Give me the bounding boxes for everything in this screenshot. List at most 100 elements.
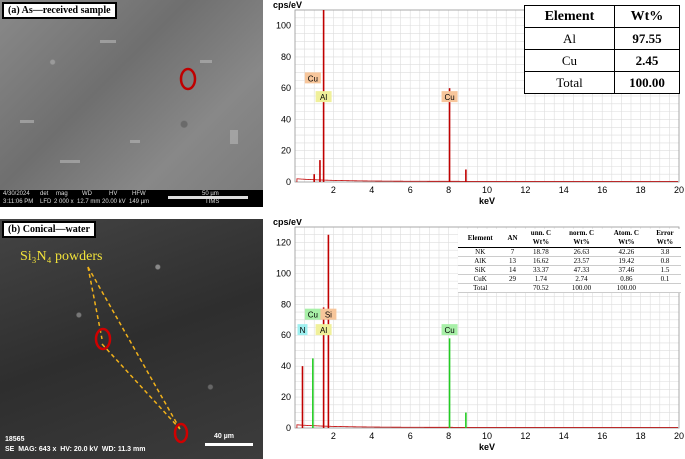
peak-label-box (315, 91, 332, 103)
peak-label-text: Al (320, 326, 327, 335)
table-b-header: unn. C Wt% (522, 229, 560, 248)
peak-label-box (304, 308, 321, 320)
sem-b-overlay (87, 266, 253, 446)
y-tick-label: 20 (281, 146, 291, 156)
x-tick-label: 18 (636, 431, 646, 441)
x-tick-label: 14 (559, 431, 569, 441)
table-b-cell: 1.74 (522, 274, 560, 284)
si3n4-annotation: Si₃N₄ powders (20, 249, 103, 264)
table-b-cell: 26.63 (559, 247, 604, 257)
peak-label: Cu (304, 72, 321, 84)
peak-label-box (315, 324, 332, 336)
table-b-cell: 100.00 (559, 283, 604, 293)
table-b-header: Error Wt% (648, 229, 681, 248)
table-b-cell: AlK (458, 256, 503, 266)
x-tick-label: 8 (446, 185, 451, 195)
table-b-cell: 19.42 (603, 256, 649, 266)
y-tick-label: 40 (281, 114, 291, 124)
table-b-cell: SiK (458, 265, 503, 275)
table-b-cell: 100.00 (603, 283, 649, 293)
sem-b-id: 18565 (5, 436, 25, 443)
highlight-ellipse-b2 (173, 422, 189, 444)
y-axis-label: cps/eV (273, 219, 302, 227)
y-tick-label: 60 (281, 330, 291, 340)
table-b-cell: 2.74 (559, 274, 604, 284)
table-b-header: AN (502, 229, 523, 248)
peak-label-text: Cu (444, 326, 454, 335)
table-b-header: Element (458, 229, 503, 248)
table-b-cell (648, 283, 681, 293)
peak-label: Cu (441, 91, 458, 103)
table-b-cell: 42.26 (603, 247, 649, 257)
table-b-cell: 16.62 (522, 256, 560, 266)
sem-a-texture (20, 40, 238, 163)
x-tick-label: 12 (520, 185, 530, 195)
sem-b-params: SE MAG: 643 x HV: 20.0 kV WD: 11.3 mm (5, 446, 146, 453)
x-tick-label: 2 (331, 431, 336, 441)
peak-label-box (320, 308, 337, 320)
y-axis-label: cps/eV (273, 0, 302, 10)
x-tick-label: 2 (331, 185, 336, 195)
peak-label-text: N (300, 326, 306, 335)
peak-label-text: Cu (308, 74, 318, 83)
peak-label-box (441, 91, 458, 103)
y-tick-label: 60 (281, 83, 291, 93)
sem-image-a: (a) As—received sample 4/30/2024 3:11:06… (0, 0, 263, 207)
panel-a-label: (a) As—received sample (2, 2, 117, 19)
x-tick-label: 10 (482, 185, 492, 195)
table-b-cell: Total (458, 283, 503, 293)
x-tick-label: 4 (369, 185, 374, 195)
table-b-header: norm. C Wt% (559, 229, 604, 248)
table-b-cell: 0.8 (648, 256, 681, 266)
sem-b-scale: 40 µm (214, 433, 234, 440)
y-tick-label: 20 (281, 392, 291, 402)
table-b-cell: 13 (502, 256, 523, 266)
table-b-cell: 0.86 (603, 274, 649, 284)
table-b-row: Total 70.52 100.00 100.00 (458, 283, 681, 293)
peak-label: Si (320, 308, 337, 320)
peak-label: Cu (304, 308, 321, 320)
peak-label-box (297, 324, 308, 336)
x-axis-label: keV (479, 442, 495, 452)
y-tick-label: 120 (276, 237, 291, 247)
table-b-cell: CuK (458, 274, 503, 284)
y-tick-label: 80 (281, 52, 291, 62)
table-b-cell: 3.8 (648, 247, 681, 257)
sem-a-footer: 4/30/2024 3:11:06 PM det LFD mag 2 000 x… (0, 190, 263, 207)
peak-label: N (297, 324, 308, 336)
peak-label: Al (315, 91, 332, 103)
peak-label-text: Al (320, 93, 327, 102)
x-axis-label: keV (479, 196, 495, 206)
table-b-header: Atom. C Wt% (603, 229, 649, 248)
y-tick-label: 0 (286, 423, 291, 433)
x-tick-label: 6 (408, 431, 413, 441)
table-b-cell: 47.33 (559, 265, 604, 275)
table-b-cell: 18.78 (522, 247, 560, 257)
plot-frame (294, 9, 680, 183)
x-tick-label: 12 (520, 431, 530, 441)
table-b-cell: NK (458, 247, 503, 257)
y-tick-label: 100 (276, 268, 291, 278)
table-b-cell: 23.57 (559, 256, 604, 266)
x-tick-label: 18 (636, 185, 646, 195)
x-tick-label: 4 (369, 431, 374, 441)
peak-label-box (304, 72, 321, 84)
panel-b-label: (b) Conical—water (2, 221, 96, 238)
peak-label-box (441, 324, 458, 336)
x-tick-label: 16 (597, 431, 607, 441)
table-b-cell: 37.46 (603, 265, 649, 275)
highlight-ellipse-b1 (94, 327, 112, 351)
x-tick-label: 6 (408, 185, 413, 195)
table-b-cell: 0.1 (648, 274, 681, 284)
table-b-row: CuK 29 1.74 2.74 0.86 0.1 (458, 274, 681, 284)
composition-table-b: Element AN unn. C Wt% norm. C Wt% Atom. C Wt% Er… (458, 229, 681, 293)
x-tick-label: 10 (482, 431, 492, 441)
table-b-row: NK 7 18.78 26.63 42.26 3.8 (458, 247, 681, 257)
x-tick-label: 8 (446, 431, 451, 441)
table-b-cell: 14 (502, 265, 523, 275)
table-b-row: AlK 13 16.62 23.57 19.42 0.8 (458, 256, 681, 266)
x-tick-label: 16 (597, 185, 607, 195)
y-tick-label: 40 (281, 361, 291, 371)
sem-image-b: (b) Conical—water Si₃N₄ powders 18565 SE… (0, 219, 263, 459)
y-tick-label: 100 (276, 21, 291, 31)
